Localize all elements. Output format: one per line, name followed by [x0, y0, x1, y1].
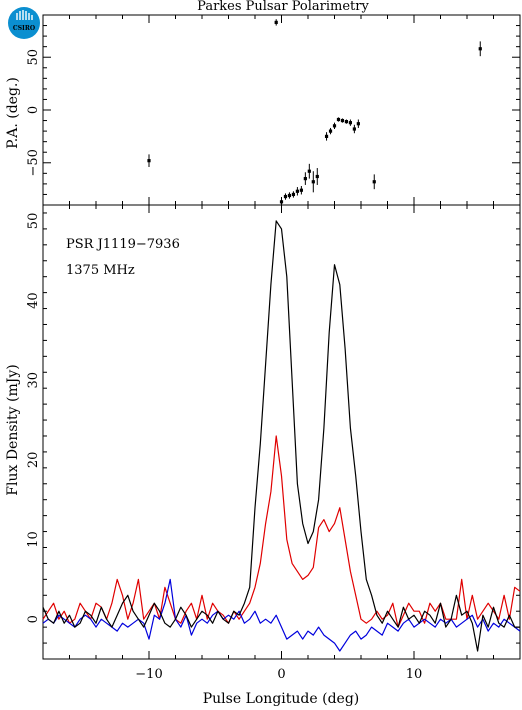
pa-ytick-label: 0 — [26, 106, 41, 114]
flux-panel: 0 10 20 30 40 50 −10 0 10 PSR J1119−7936 1375 MH… — [5, 204, 521, 707]
flux-ytick-label: 30 — [26, 372, 41, 389]
pa-ytick-label: −50 — [26, 149, 41, 176]
pa-point — [274, 20, 278, 24]
pa-point — [356, 122, 360, 126]
total-intensity-line — [42, 220, 520, 652]
pa-axis-label: P.A. (deg.) — [5, 77, 21, 149]
pa-panel-frame — [42, 14, 521, 206]
pa-point — [328, 129, 333, 133]
pa-point — [311, 180, 315, 184]
pa-point — [324, 134, 329, 138]
flux-ytick-label: 50 — [26, 213, 41, 230]
pa-point — [344, 120, 349, 124]
pa-point — [283, 194, 288, 199]
linear-polarization-line — [42, 435, 521, 628]
pa-point — [303, 177, 307, 181]
pa-point — [478, 47, 482, 51]
flux-ytick-label: 40 — [26, 292, 41, 309]
pa-point — [336, 117, 341, 122]
flux-axis-ticks: 0 10 20 30 40 50 −10 0 10 — [26, 205, 521, 682]
pa-point — [352, 127, 356, 131]
x-axis-label: Pulse Longitude (deg) — [203, 691, 360, 707]
pa-point — [332, 124, 337, 128]
flux-ytick-label: 20 — [26, 452, 41, 469]
pa-point — [299, 188, 303, 192]
flux-axis-label: Flux Density (mJy) — [5, 364, 21, 495]
pa-point — [295, 189, 299, 193]
csiro-logo-text: CSIRO — [13, 25, 35, 32]
psr-name-annotation: PSR J1119−7936 — [66, 237, 180, 252]
frequency-annotation: 1375 MHz — [66, 263, 135, 278]
pa-point — [340, 118, 345, 123]
pa-point — [287, 193, 292, 198]
pa-point — [307, 169, 311, 173]
pa-point — [372, 180, 376, 184]
pa-point — [348, 121, 352, 125]
csiro-logo-bars — [16, 10, 33, 20]
pa-point — [147, 159, 151, 163]
pa-point — [291, 192, 296, 197]
pa-points — [147, 19, 482, 207]
pa-panel: −50 0 50 P.A. (deg.) — [5, 14, 521, 207]
pa-point — [315, 174, 319, 179]
flux-ytick-label: 0 — [26, 615, 41, 623]
x-tick-label: −10 — [135, 667, 162, 682]
chart-title: Parkes Pulsar Polarimetry — [197, 0, 369, 14]
flux-ytick-label: 10 — [26, 531, 41, 548]
csiro-logo-disc — [8, 7, 40, 39]
pa-ytick-label: 50 — [26, 49, 41, 66]
x-tick-label: 0 — [277, 667, 285, 682]
x-tick-label: 10 — [406, 667, 423, 682]
csiro-logo: CSIRO — [8, 7, 40, 39]
pa-axis-ticks: −50 0 50 — [26, 14, 521, 206]
circular-polarization-line — [42, 578, 521, 652]
pa-point — [279, 200, 284, 204]
flux-series-lines — [42, 220, 521, 652]
